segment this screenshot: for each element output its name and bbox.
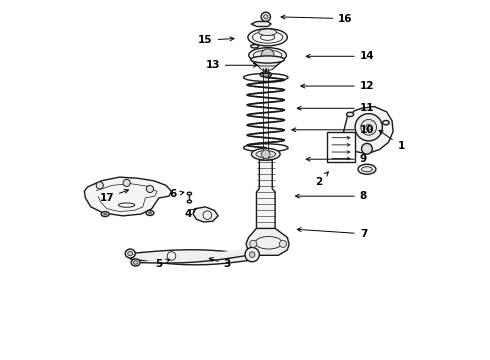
Ellipse shape: [146, 211, 154, 216]
Text: 7: 7: [297, 228, 367, 239]
Circle shape: [261, 49, 274, 62]
Polygon shape: [246, 228, 289, 255]
Ellipse shape: [248, 29, 287, 46]
Text: 3: 3: [209, 258, 231, 269]
Circle shape: [279, 240, 287, 247]
Ellipse shape: [346, 112, 354, 117]
Ellipse shape: [251, 148, 280, 160]
Circle shape: [262, 150, 270, 158]
Circle shape: [123, 179, 130, 186]
Text: 14: 14: [306, 51, 374, 61]
Text: 16: 16: [281, 14, 353, 24]
Text: 15: 15: [198, 35, 234, 45]
Bar: [327, 132, 355, 162]
Circle shape: [362, 143, 372, 154]
Ellipse shape: [249, 48, 287, 63]
Ellipse shape: [358, 164, 376, 174]
Text: 9: 9: [306, 154, 367, 164]
Ellipse shape: [125, 249, 135, 258]
Text: 2: 2: [315, 172, 328, 187]
Ellipse shape: [259, 29, 276, 36]
Polygon shape: [343, 107, 393, 154]
Ellipse shape: [256, 150, 276, 158]
Ellipse shape: [383, 121, 389, 125]
Circle shape: [264, 15, 268, 19]
Polygon shape: [84, 177, 172, 216]
Text: 11: 11: [297, 103, 374, 113]
Circle shape: [366, 125, 371, 130]
Ellipse shape: [148, 212, 151, 214]
Ellipse shape: [131, 259, 140, 266]
Text: 5: 5: [155, 259, 170, 269]
Polygon shape: [258, 66, 276, 71]
Polygon shape: [193, 207, 218, 222]
Circle shape: [96, 182, 103, 189]
Text: 6: 6: [170, 189, 184, 199]
Ellipse shape: [187, 192, 192, 195]
Text: 8: 8: [295, 191, 367, 201]
Circle shape: [245, 247, 259, 262]
Ellipse shape: [251, 56, 285, 63]
Ellipse shape: [128, 251, 133, 256]
Text: 1: 1: [379, 130, 405, 151]
Circle shape: [250, 240, 257, 247]
Polygon shape: [130, 248, 254, 265]
Ellipse shape: [187, 200, 192, 203]
Ellipse shape: [101, 212, 109, 217]
Text: 13: 13: [205, 60, 257, 70]
Text: 4: 4: [184, 209, 196, 219]
Polygon shape: [136, 248, 254, 263]
Polygon shape: [250, 59, 284, 69]
Text: 10: 10: [292, 125, 374, 135]
Ellipse shape: [133, 261, 138, 264]
Circle shape: [361, 120, 377, 135]
Ellipse shape: [260, 72, 271, 77]
Circle shape: [147, 185, 153, 193]
Polygon shape: [251, 22, 271, 27]
Text: 17: 17: [99, 189, 128, 203]
Polygon shape: [256, 160, 275, 230]
Circle shape: [261, 12, 270, 22]
Ellipse shape: [251, 44, 259, 48]
Circle shape: [355, 114, 382, 141]
Text: 12: 12: [301, 81, 374, 91]
Ellipse shape: [104, 213, 107, 215]
Circle shape: [249, 252, 255, 257]
